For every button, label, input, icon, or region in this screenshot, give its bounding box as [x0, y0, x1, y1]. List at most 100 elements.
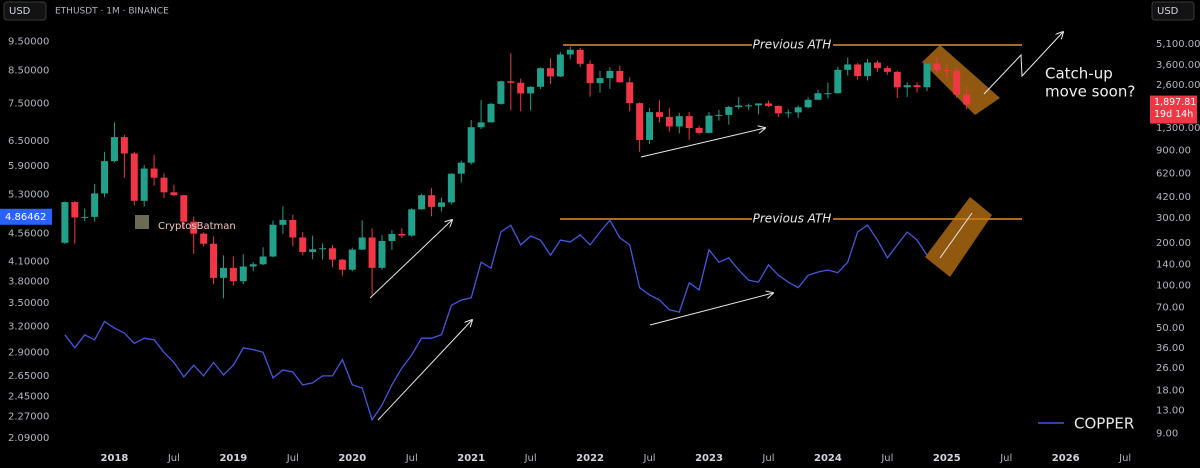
candle-body — [309, 249, 317, 253]
x-tick-label: Jul — [286, 453, 299, 464]
y-tick-label: 2.45000 — [8, 391, 49, 402]
candle-body — [626, 82, 634, 104]
candle-body — [200, 233, 208, 244]
copper-line — [64, 219, 928, 422]
candle-body — [378, 240, 386, 268]
y2-tick-label: 13.00 — [1156, 406, 1185, 417]
scale-currency: USD — [1157, 6, 1179, 17]
annotation: Previous ATH — [753, 212, 832, 226]
candle-body — [913, 85, 921, 88]
candle-body — [794, 107, 802, 113]
x-tick-label: 2023 — [695, 453, 723, 464]
watermark-icon — [135, 215, 149, 229]
candle-body — [447, 173, 455, 203]
y2-tick-label: 420.00 — [1156, 192, 1191, 203]
candle-body — [497, 81, 505, 104]
y-tick-label: 5.90000 — [8, 161, 49, 172]
x-tick-label: 2019 — [219, 453, 247, 464]
candle-body — [943, 69, 951, 71]
candle-body — [170, 192, 178, 196]
candle-body — [893, 71, 901, 88]
y-tick-label: 8.50000 — [8, 66, 49, 77]
y2-tick-label: 50.00 — [1156, 323, 1185, 334]
candle-body — [834, 69, 842, 94]
candle-body — [81, 216, 89, 218]
scale-button[interactable] — [1151, 1, 1195, 21]
x-tick-label: 2025 — [933, 453, 961, 464]
arrow — [377, 320, 472, 421]
y-tick-label: 2.90000 — [8, 347, 49, 358]
y-tick-label: 9.50000 — [8, 36, 49, 47]
y-tick-label: 6.50000 — [8, 136, 49, 147]
candle-body — [774, 105, 782, 114]
scale-currency: USD — [9, 6, 31, 17]
candle-body — [606, 70, 614, 79]
candle-body — [933, 63, 941, 70]
candle-body — [546, 68, 554, 77]
y2-tick-label: 1,300.00 — [1156, 123, 1200, 134]
candle-body — [368, 237, 376, 268]
candle-body — [636, 103, 644, 140]
candle-body — [160, 177, 168, 193]
candle-body — [457, 162, 465, 174]
candle-body — [418, 195, 426, 210]
y2-tick-label: 70.00 — [1156, 302, 1185, 313]
candle-body — [239, 266, 247, 282]
x-tick-label: Jul — [524, 453, 537, 464]
candle-body — [586, 63, 594, 84]
candle-body — [91, 193, 99, 217]
candle-body — [764, 103, 772, 106]
candle-body — [467, 127, 475, 163]
x-tick-label: Jul — [167, 453, 180, 464]
candle-body — [953, 70, 961, 95]
y2-tick-label: 26.00 — [1156, 363, 1185, 374]
candle-body — [101, 161, 109, 194]
chart-title: ETHUSDT · 1M · BINANCE — [55, 7, 169, 17]
y2-tick-label: 620.00 — [1156, 168, 1191, 179]
scale-button[interactable] — [3, 1, 47, 21]
y2-tick-label: 9.00 — [1156, 428, 1178, 439]
candle-body — [229, 267, 237, 282]
candle-body — [428, 195, 436, 207]
arrow — [983, 32, 1063, 95]
x-tick-label: Jul — [405, 453, 418, 464]
candle-body — [576, 49, 584, 64]
candle-body — [408, 209, 416, 236]
candle-body — [299, 237, 307, 253]
candle-body — [527, 86, 535, 94]
candle-body — [140, 168, 148, 201]
candle-body — [655, 112, 663, 117]
candle-body — [358, 237, 366, 250]
candle-body — [259, 256, 267, 265]
candle-body — [844, 64, 852, 70]
candle-body — [735, 105, 743, 108]
legend-label: COPPER — [1074, 415, 1134, 433]
candle-body — [864, 62, 872, 77]
candle-body — [319, 248, 327, 250]
y-tick-label: 5.30000 — [8, 189, 49, 200]
candle-body — [269, 224, 277, 257]
y2-tick-label: 36.00 — [1156, 343, 1185, 354]
candle-body — [289, 219, 297, 238]
y2-tick-label: 140.00 — [1156, 260, 1191, 271]
candle-body — [745, 105, 753, 107]
candle-body — [824, 93, 832, 95]
candle-body — [437, 202, 445, 207]
candle-body — [328, 248, 336, 260]
y2-tick-label: 3,600.00 — [1156, 60, 1200, 71]
candle-body — [279, 219, 287, 225]
candle-body — [665, 116, 673, 127]
candle-body — [923, 63, 931, 88]
candle-body — [784, 112, 792, 114]
last-price-label: 1,897.81 — [1154, 97, 1196, 108]
candle-body — [814, 93, 822, 100]
callout: move soon? — [1045, 83, 1135, 101]
y2-tick-label: 300.00 — [1156, 213, 1191, 224]
candle-body — [249, 264, 257, 267]
arrow — [640, 128, 765, 158]
candle-body — [150, 168, 158, 178]
candle-body — [883, 68, 891, 72]
annotations — [560, 44, 1022, 277]
candle-body — [556, 54, 564, 77]
